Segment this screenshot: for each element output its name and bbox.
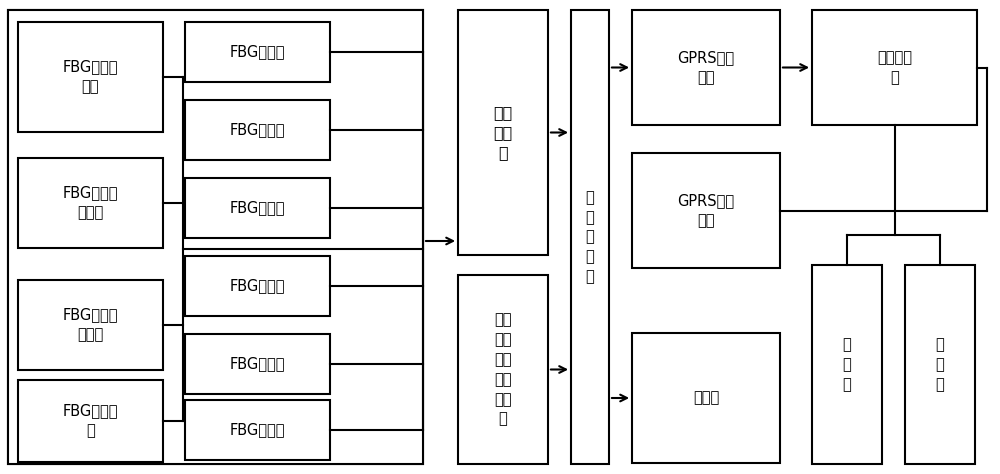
Bar (18, 158, 163, 248)
Bar (185, 400, 330, 460)
Text: 显
示
器: 显 示 器 (936, 337, 944, 392)
Bar (812, 10, 977, 125)
Bar (8, 10, 423, 464)
Text: 无人
值守
光纤
光栅
解调
仪: 无人 值守 光纤 光栅 解调 仪 (494, 312, 512, 427)
Text: FBG钢筋计: FBG钢筋计 (230, 201, 285, 216)
Bar (571, 10, 609, 464)
Text: FBG倾角计: FBG倾角计 (230, 122, 285, 137)
Text: FBG贴片式
位移计: FBG贴片式 位移计 (63, 308, 118, 342)
Text: FBG贴片式
应变计: FBG贴片式 应变计 (63, 186, 118, 220)
Bar (632, 153, 780, 268)
Text: FBG多点位
移计: FBG多点位 移计 (63, 60, 118, 94)
Bar (18, 280, 163, 370)
Bar (185, 256, 330, 316)
Text: 显示器: 显示器 (693, 391, 719, 405)
Bar (185, 22, 330, 82)
Bar (18, 380, 163, 462)
Text: GPRS接收
模块: GPRS接收 模块 (677, 193, 735, 228)
Bar (905, 265, 975, 464)
Text: 光转
换开
关: 光转 换开 关 (493, 105, 513, 160)
Text: FBG渗压计: FBG渗压计 (230, 279, 285, 293)
Text: 下位计算
机: 下位计算 机 (877, 50, 912, 85)
Text: FBG温度计: FBG温度计 (230, 422, 285, 438)
Text: 上
位
计
算
机: 上 位 计 算 机 (586, 190, 594, 284)
Bar (185, 100, 330, 160)
Bar (458, 10, 548, 255)
Bar (185, 178, 330, 238)
Bar (8, 10, 423, 464)
Bar (185, 334, 330, 394)
Bar (18, 22, 163, 132)
Bar (632, 333, 780, 463)
Text: 报
警
器: 报 警 器 (843, 337, 851, 392)
Bar (632, 10, 780, 125)
Text: FBG土压力
盒: FBG土压力 盒 (63, 403, 118, 438)
Text: GPRS传输
模块: GPRS传输 模块 (677, 50, 735, 85)
Bar (458, 275, 548, 464)
Text: FBG测斜管: FBG测斜管 (230, 45, 285, 60)
Bar (812, 265, 882, 464)
Text: FBG液位计: FBG液位计 (230, 356, 285, 372)
